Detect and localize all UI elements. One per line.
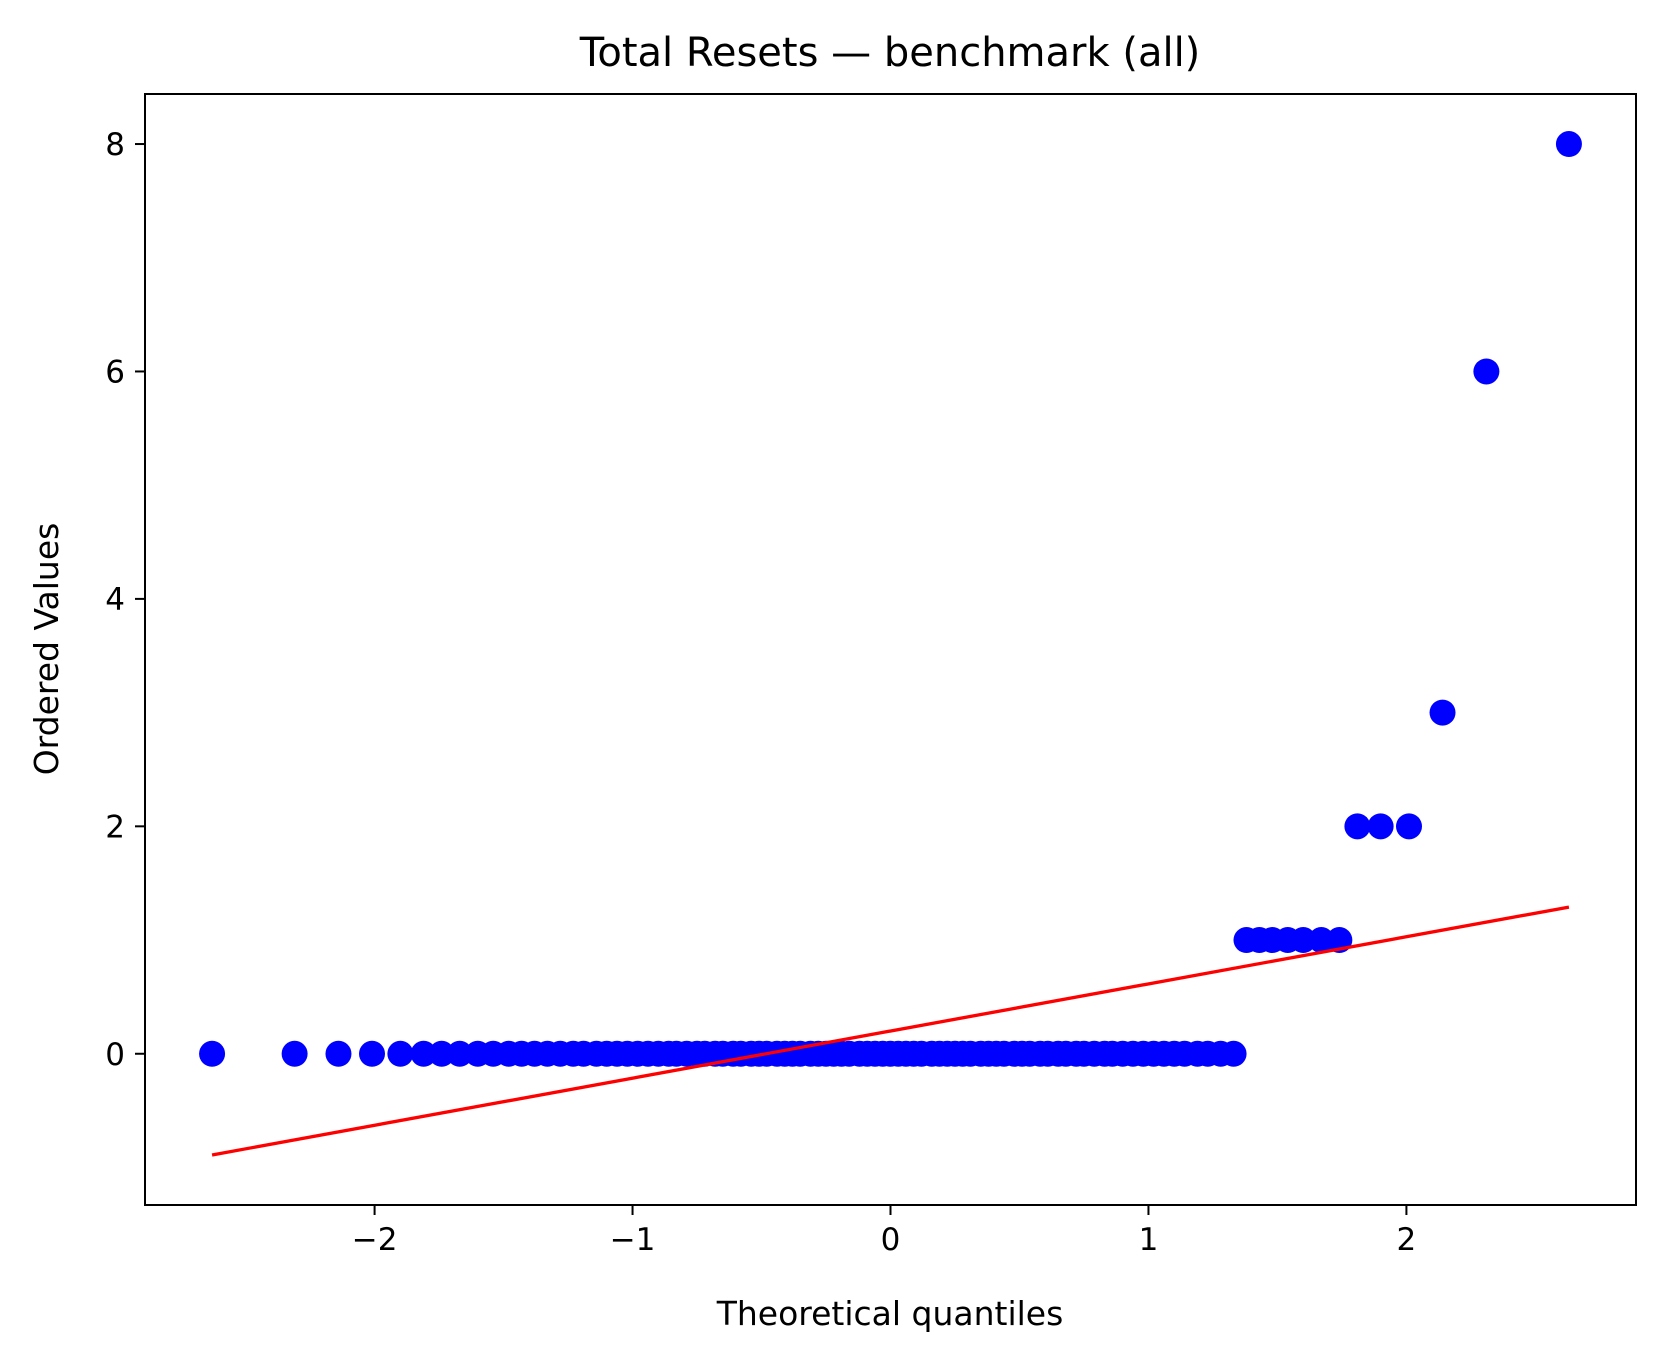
x-tick-label: −1	[610, 1222, 656, 1258]
data-point	[428, 1040, 455, 1067]
y-tick-label: 4	[105, 582, 125, 618]
y-tick-label: 2	[105, 809, 125, 845]
y-tick-label: 8	[105, 127, 125, 163]
chart-title: Total Resets — benchmark (all)	[579, 30, 1201, 76]
data-point	[446, 1040, 473, 1067]
data-point	[1344, 813, 1371, 840]
data-point	[1290, 927, 1317, 954]
data-point	[1367, 813, 1394, 840]
data-point	[281, 1040, 308, 1067]
data-layer	[199, 131, 1582, 1157]
data-point	[1473, 358, 1500, 385]
data-point	[1220, 1040, 1247, 1067]
x-axis: −2 −1 0 1 2	[352, 1205, 1417, 1258]
x-tick-label: −2	[352, 1222, 398, 1258]
data-point	[199, 1040, 226, 1067]
data-point	[359, 1040, 385, 1067]
y-tick-label: 0	[105, 1037, 125, 1073]
data-point	[1429, 699, 1456, 726]
data-point	[325, 1040, 352, 1067]
x-axis-label: Theoretical quantiles	[716, 1294, 1064, 1333]
data-point	[1308, 927, 1335, 954]
fit-line	[211, 905, 1570, 1157]
data-point	[1396, 813, 1422, 840]
data-point	[410, 1040, 437, 1067]
y-tick-label: 6	[105, 354, 125, 390]
points-series	[199, 131, 1582, 1067]
y-axis: 0 2 4 6 8	[105, 127, 145, 1073]
data-point	[387, 1040, 414, 1067]
data-point	[1555, 131, 1582, 158]
y-axis-label: Ordered Values	[27, 523, 66, 776]
x-tick-label: 2	[1397, 1222, 1417, 1258]
plot-area	[144, 93, 1637, 1206]
x-tick-label: 0	[881, 1222, 901, 1258]
x-tick-label: 1	[1139, 1222, 1159, 1258]
